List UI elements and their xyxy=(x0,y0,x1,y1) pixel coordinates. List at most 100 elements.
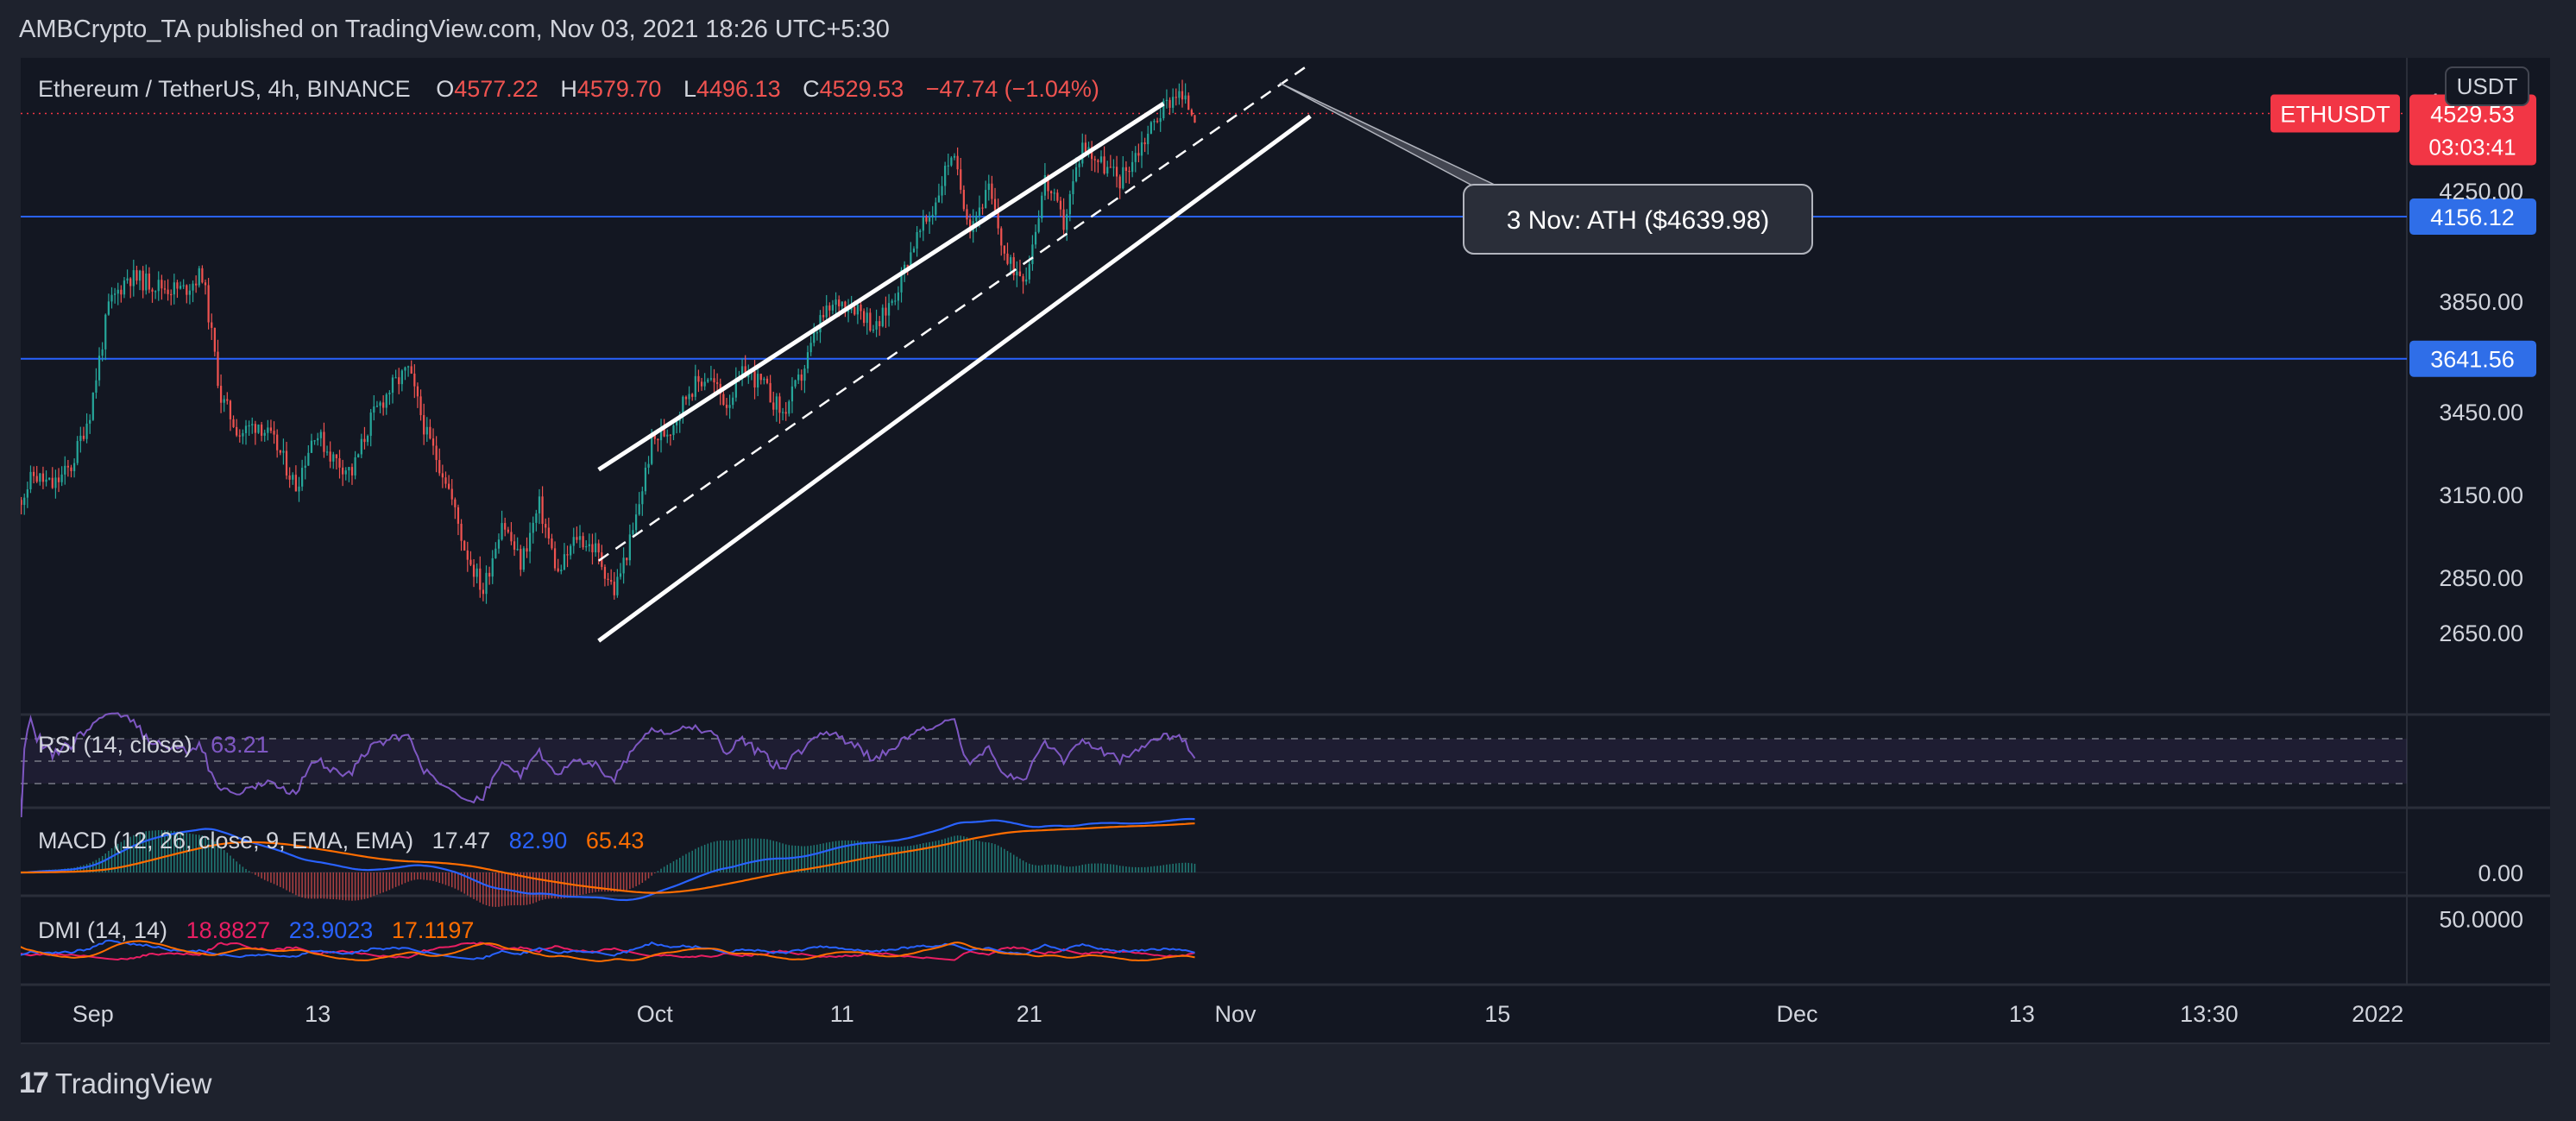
candle-body xyxy=(357,454,360,457)
candle-body xyxy=(987,183,990,191)
symbol-badge[interactable] xyxy=(2271,94,2400,133)
candle-body xyxy=(1016,271,1018,276)
candle-body xyxy=(659,429,663,441)
candle-body xyxy=(285,450,288,475)
candle-body xyxy=(697,375,700,382)
candle-body xyxy=(788,401,790,414)
candle-body xyxy=(835,299,837,305)
candle-body xyxy=(1134,153,1137,162)
candle-body xyxy=(694,375,696,397)
callout-box[interactable] xyxy=(1463,184,1813,255)
candle-body xyxy=(416,386,419,397)
candle-body xyxy=(1043,174,1047,196)
candle-body xyxy=(482,589,485,595)
candle-body xyxy=(912,249,916,253)
candle-body xyxy=(716,382,719,384)
candle-body xyxy=(1087,147,1090,152)
candle-body xyxy=(906,264,909,268)
candle-body xyxy=(91,392,94,420)
candle-body xyxy=(145,273,148,291)
candle-body xyxy=(70,467,72,471)
candle-body xyxy=(1068,194,1071,215)
candle-body xyxy=(672,425,675,436)
candle-body xyxy=(269,427,273,431)
candle-body xyxy=(919,230,922,232)
channel-upper-line[interactable] xyxy=(597,101,1165,472)
candle-body xyxy=(1153,121,1156,123)
price-axis-tick: 3850.00 xyxy=(2439,289,2523,315)
candle-body xyxy=(501,523,503,540)
close-label: C xyxy=(803,76,820,102)
time-axis-tick: 2022 xyxy=(2352,1001,2403,1027)
candle-body xyxy=(32,471,35,476)
candle-body xyxy=(360,438,362,455)
candle-body xyxy=(744,366,746,378)
currency-button[interactable] xyxy=(2445,66,2529,106)
candle-body xyxy=(201,268,204,283)
candle-body xyxy=(910,252,912,268)
candle-body xyxy=(1115,167,1118,177)
candle-body xyxy=(1012,257,1015,276)
candle-body xyxy=(138,270,142,281)
candle-body xyxy=(1009,257,1012,264)
candle-body xyxy=(941,186,943,196)
candle-body xyxy=(179,286,182,289)
candle-body xyxy=(1137,153,1140,156)
chart-canvas[interactable]: 4156.12 3641.56 3 Nov: ATH ($4639.98) 425… xyxy=(21,58,2550,1044)
currency-label: USDT xyxy=(2457,73,2518,99)
macd-histogram-value: 17.47 xyxy=(432,828,491,853)
candle-body xyxy=(64,465,66,475)
candle-body xyxy=(862,311,866,324)
candle-body xyxy=(410,366,413,374)
candle-body xyxy=(35,475,38,482)
candle-body xyxy=(110,294,113,302)
candle-body xyxy=(663,429,665,437)
candle-body xyxy=(703,381,706,387)
candle-body xyxy=(572,537,575,546)
candle-body xyxy=(113,293,117,295)
candle-body xyxy=(373,406,375,413)
candle-body xyxy=(1147,133,1149,145)
candle-body xyxy=(644,467,647,492)
candle-body xyxy=(117,289,119,294)
dmi-label: DMI (14, 14) xyxy=(38,917,167,943)
candle-body xyxy=(816,332,818,334)
candle-body xyxy=(872,329,875,331)
candle-body xyxy=(541,496,544,525)
macd-label: MACD (12, 26, close, 9, EMA, EMA) xyxy=(38,828,413,853)
candle-body xyxy=(856,305,860,315)
candle-body xyxy=(504,523,507,530)
candle-body xyxy=(219,386,223,403)
candle-body xyxy=(535,513,538,523)
candle-body xyxy=(931,214,934,217)
candle-body xyxy=(348,467,350,471)
svg-text:DMI (14, 14) 18.8827: DMI (14, 14) 18.8827 23.9023 17.1197 xyxy=(38,917,474,943)
candle-body xyxy=(632,530,634,535)
candle-body xyxy=(207,285,210,323)
candle-body xyxy=(709,378,713,380)
candle-body xyxy=(406,366,410,368)
candle-body xyxy=(1149,122,1152,134)
candle-body xyxy=(21,500,22,506)
candle-body xyxy=(628,534,631,561)
candle-body xyxy=(1053,192,1055,194)
candle-body xyxy=(713,378,715,383)
chart-frame[interactable]: 4156.12 3641.56 3 Nov: ATH ($4639.98) 425… xyxy=(21,58,2550,1044)
candle-body xyxy=(682,396,684,415)
dmi-minus-line xyxy=(21,942,1195,961)
candle-body xyxy=(638,504,640,515)
candle-body xyxy=(342,467,344,475)
candle-body xyxy=(740,366,744,377)
candle-body xyxy=(775,396,778,410)
tradingview-logo[interactable]: 17 TradingView xyxy=(19,1067,211,1100)
candle-body xyxy=(232,419,235,427)
candle-body xyxy=(123,280,126,295)
candle-body xyxy=(223,399,225,403)
time-axis-tick: 15 xyxy=(1484,1001,1510,1027)
candle-body xyxy=(363,438,366,443)
channel-lower-line[interactable] xyxy=(597,114,1312,643)
countdown-label: 03:03:41 xyxy=(2428,135,2516,161)
candle-body xyxy=(691,394,694,397)
candle-body xyxy=(1187,95,1190,110)
candle-body xyxy=(1093,159,1096,161)
